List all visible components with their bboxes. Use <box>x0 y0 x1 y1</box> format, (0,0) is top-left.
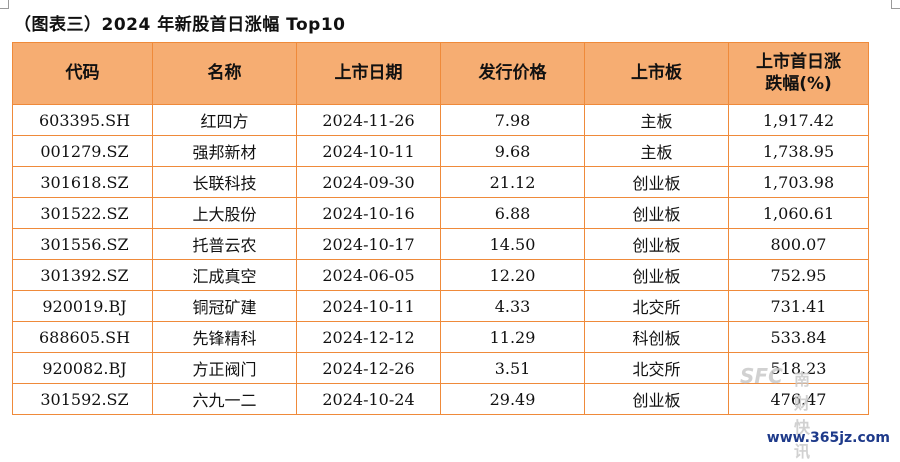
cell-listing-date: 2024-12-12 <box>296 321 441 353</box>
cell-first-day-change: 518.23 <box>728 352 869 384</box>
header-first-day-change-line2: 跌幅(%) <box>765 73 832 94</box>
header-listing-board: 上市板 <box>584 42 729 105</box>
cell-code: 301392.SZ <box>12 259 153 291</box>
ipo-top10-table: 代码 名称 上市日期 发行价格 上市板 上市首日涨 跌幅(%) 603395.S… <box>12 42 869 415</box>
cell-listing-board: 创业板 <box>584 383 729 415</box>
cell-first-day-change: 476.47 <box>728 383 869 415</box>
cell-first-day-change: 800.07 <box>728 228 869 260</box>
cell-issue-price: 9.68 <box>440 135 585 167</box>
cell-listing-board: 科创板 <box>584 321 729 353</box>
cell-issue-price: 4.33 <box>440 290 585 322</box>
table-row: 301618.SZ 长联科技 2024-09-30 21.12 创业板 1,703.98 <box>12 166 869 198</box>
table-row: 920019.BJ 铜冠矿建 2024-10-11 4.33 北交所 731.41 <box>12 290 869 322</box>
table-row: 920082.BJ 方正阀门 2024-12-26 3.51 北交所 518.23 <box>12 352 869 384</box>
table-row: 001279.SZ 强邦新材 2024-10-11 9.68 主板 1,738.95 <box>12 135 869 167</box>
header-name: 名称 <box>152 42 297 105</box>
cell-code: 301556.SZ <box>12 228 153 260</box>
cell-name: 红四方 <box>152 104 297 136</box>
cell-listing-board: 主板 <box>584 135 729 167</box>
cell-code: 603395.SH <box>12 104 153 136</box>
cell-code: 301618.SZ <box>12 166 153 198</box>
cell-listing-date: 2024-10-16 <box>296 197 441 229</box>
table-title: （图表三）2024 年新股首日涨幅 Top10 <box>14 15 346 35</box>
cell-first-day-change: 1,060.61 <box>728 197 869 229</box>
cell-name: 托普云农 <box>152 228 297 260</box>
cell-name: 长联科技 <box>152 166 297 198</box>
cell-first-day-change: 533.84 <box>728 321 869 353</box>
table-body: 603395.SH 红四方 2024-11-26 7.98 主板 1,917.42 0012… <box>12 104 869 415</box>
cell-listing-board: 创业板 <box>584 228 729 260</box>
cell-listing-board: 主板 <box>584 104 729 136</box>
page-corner-mark-left <box>0 0 9 9</box>
header-listing-date: 上市日期 <box>296 42 441 105</box>
cell-code: 920082.BJ <box>12 352 153 384</box>
cell-name: 上大股份 <box>152 197 297 229</box>
cell-first-day-change: 1,703.98 <box>728 166 869 198</box>
cell-issue-price: 7.98 <box>440 104 585 136</box>
cell-name: 汇成真空 <box>152 259 297 291</box>
cell-name: 强邦新材 <box>152 135 297 167</box>
header-code: 代码 <box>12 42 153 105</box>
table-row: 301592.SZ 六九一二 2024-10-24 29.49 创业板 476.47 <box>12 383 869 415</box>
cell-issue-price: 6.88 <box>440 197 585 229</box>
cell-listing-date: 2024-06-05 <box>296 259 441 291</box>
cell-name: 方正阀门 <box>152 352 297 384</box>
cell-first-day-change: 731.41 <box>728 290 869 322</box>
table-row: 301522.SZ 上大股份 2024-10-16 6.88 创业板 1,060.61 <box>12 197 869 229</box>
cell-listing-board: 创业板 <box>584 197 729 229</box>
cell-name: 先锋精科 <box>152 321 297 353</box>
table-row: 688605.SH 先锋精科 2024-12-12 11.29 科创板 533.84 <box>12 321 869 353</box>
cell-listing-date: 2024-12-26 <box>296 352 441 384</box>
cell-issue-price: 21.12 <box>440 166 585 198</box>
cell-name: 六九一二 <box>152 383 297 415</box>
cell-listing-date: 2024-11-26 <box>296 104 441 136</box>
cell-listing-board: 北交所 <box>584 352 729 384</box>
footer-url: www.365jz.com <box>766 430 890 446</box>
cell-first-day-change: 1,917.42 <box>728 104 869 136</box>
cell-code: 001279.SZ <box>12 135 153 167</box>
cell-listing-board: 创业板 <box>584 259 729 291</box>
table-row: 301392.SZ 汇成真空 2024-06-05 12.20 创业板 752.95 <box>12 259 869 291</box>
cell-first-day-change: 752.95 <box>728 259 869 291</box>
header-issue-price: 发行价格 <box>440 42 585 105</box>
cell-code: 688605.SH <box>12 321 153 353</box>
cell-name: 铜冠矿建 <box>152 290 297 322</box>
cell-code: 920019.BJ <box>12 290 153 322</box>
cell-issue-price: 11.29 <box>440 321 585 353</box>
cell-code: 301592.SZ <box>12 383 153 415</box>
cell-code: 301522.SZ <box>12 197 153 229</box>
cell-listing-date: 2024-10-11 <box>296 290 441 322</box>
cell-listing-date: 2024-10-11 <box>296 135 441 167</box>
table-row: 603395.SH 红四方 2024-11-26 7.98 主板 1,917.42 <box>12 104 869 136</box>
cell-issue-price: 3.51 <box>440 352 585 384</box>
cell-listing-board: 北交所 <box>584 290 729 322</box>
cell-first-day-change: 1,738.95 <box>728 135 869 167</box>
cell-listing-board: 创业板 <box>584 166 729 198</box>
page-corner-mark-right <box>891 0 900 9</box>
header-first-day-change: 上市首日涨 跌幅(%) <box>728 42 869 105</box>
cell-issue-price: 14.50 <box>440 228 585 260</box>
cell-listing-date: 2024-10-17 <box>296 228 441 260</box>
cell-issue-price: 12.20 <box>440 259 585 291</box>
cell-listing-date: 2024-09-30 <box>296 166 441 198</box>
table-header-row: 代码 名称 上市日期 发行价格 上市板 上市首日涨 跌幅(%) <box>12 42 869 105</box>
cell-listing-date: 2024-10-24 <box>296 383 441 415</box>
cell-issue-price: 29.49 <box>440 383 585 415</box>
header-first-day-change-line1: 上市首日涨 <box>756 52 841 73</box>
table-row: 301556.SZ 托普云农 2024-10-17 14.50 创业板 800.07 <box>12 228 869 260</box>
